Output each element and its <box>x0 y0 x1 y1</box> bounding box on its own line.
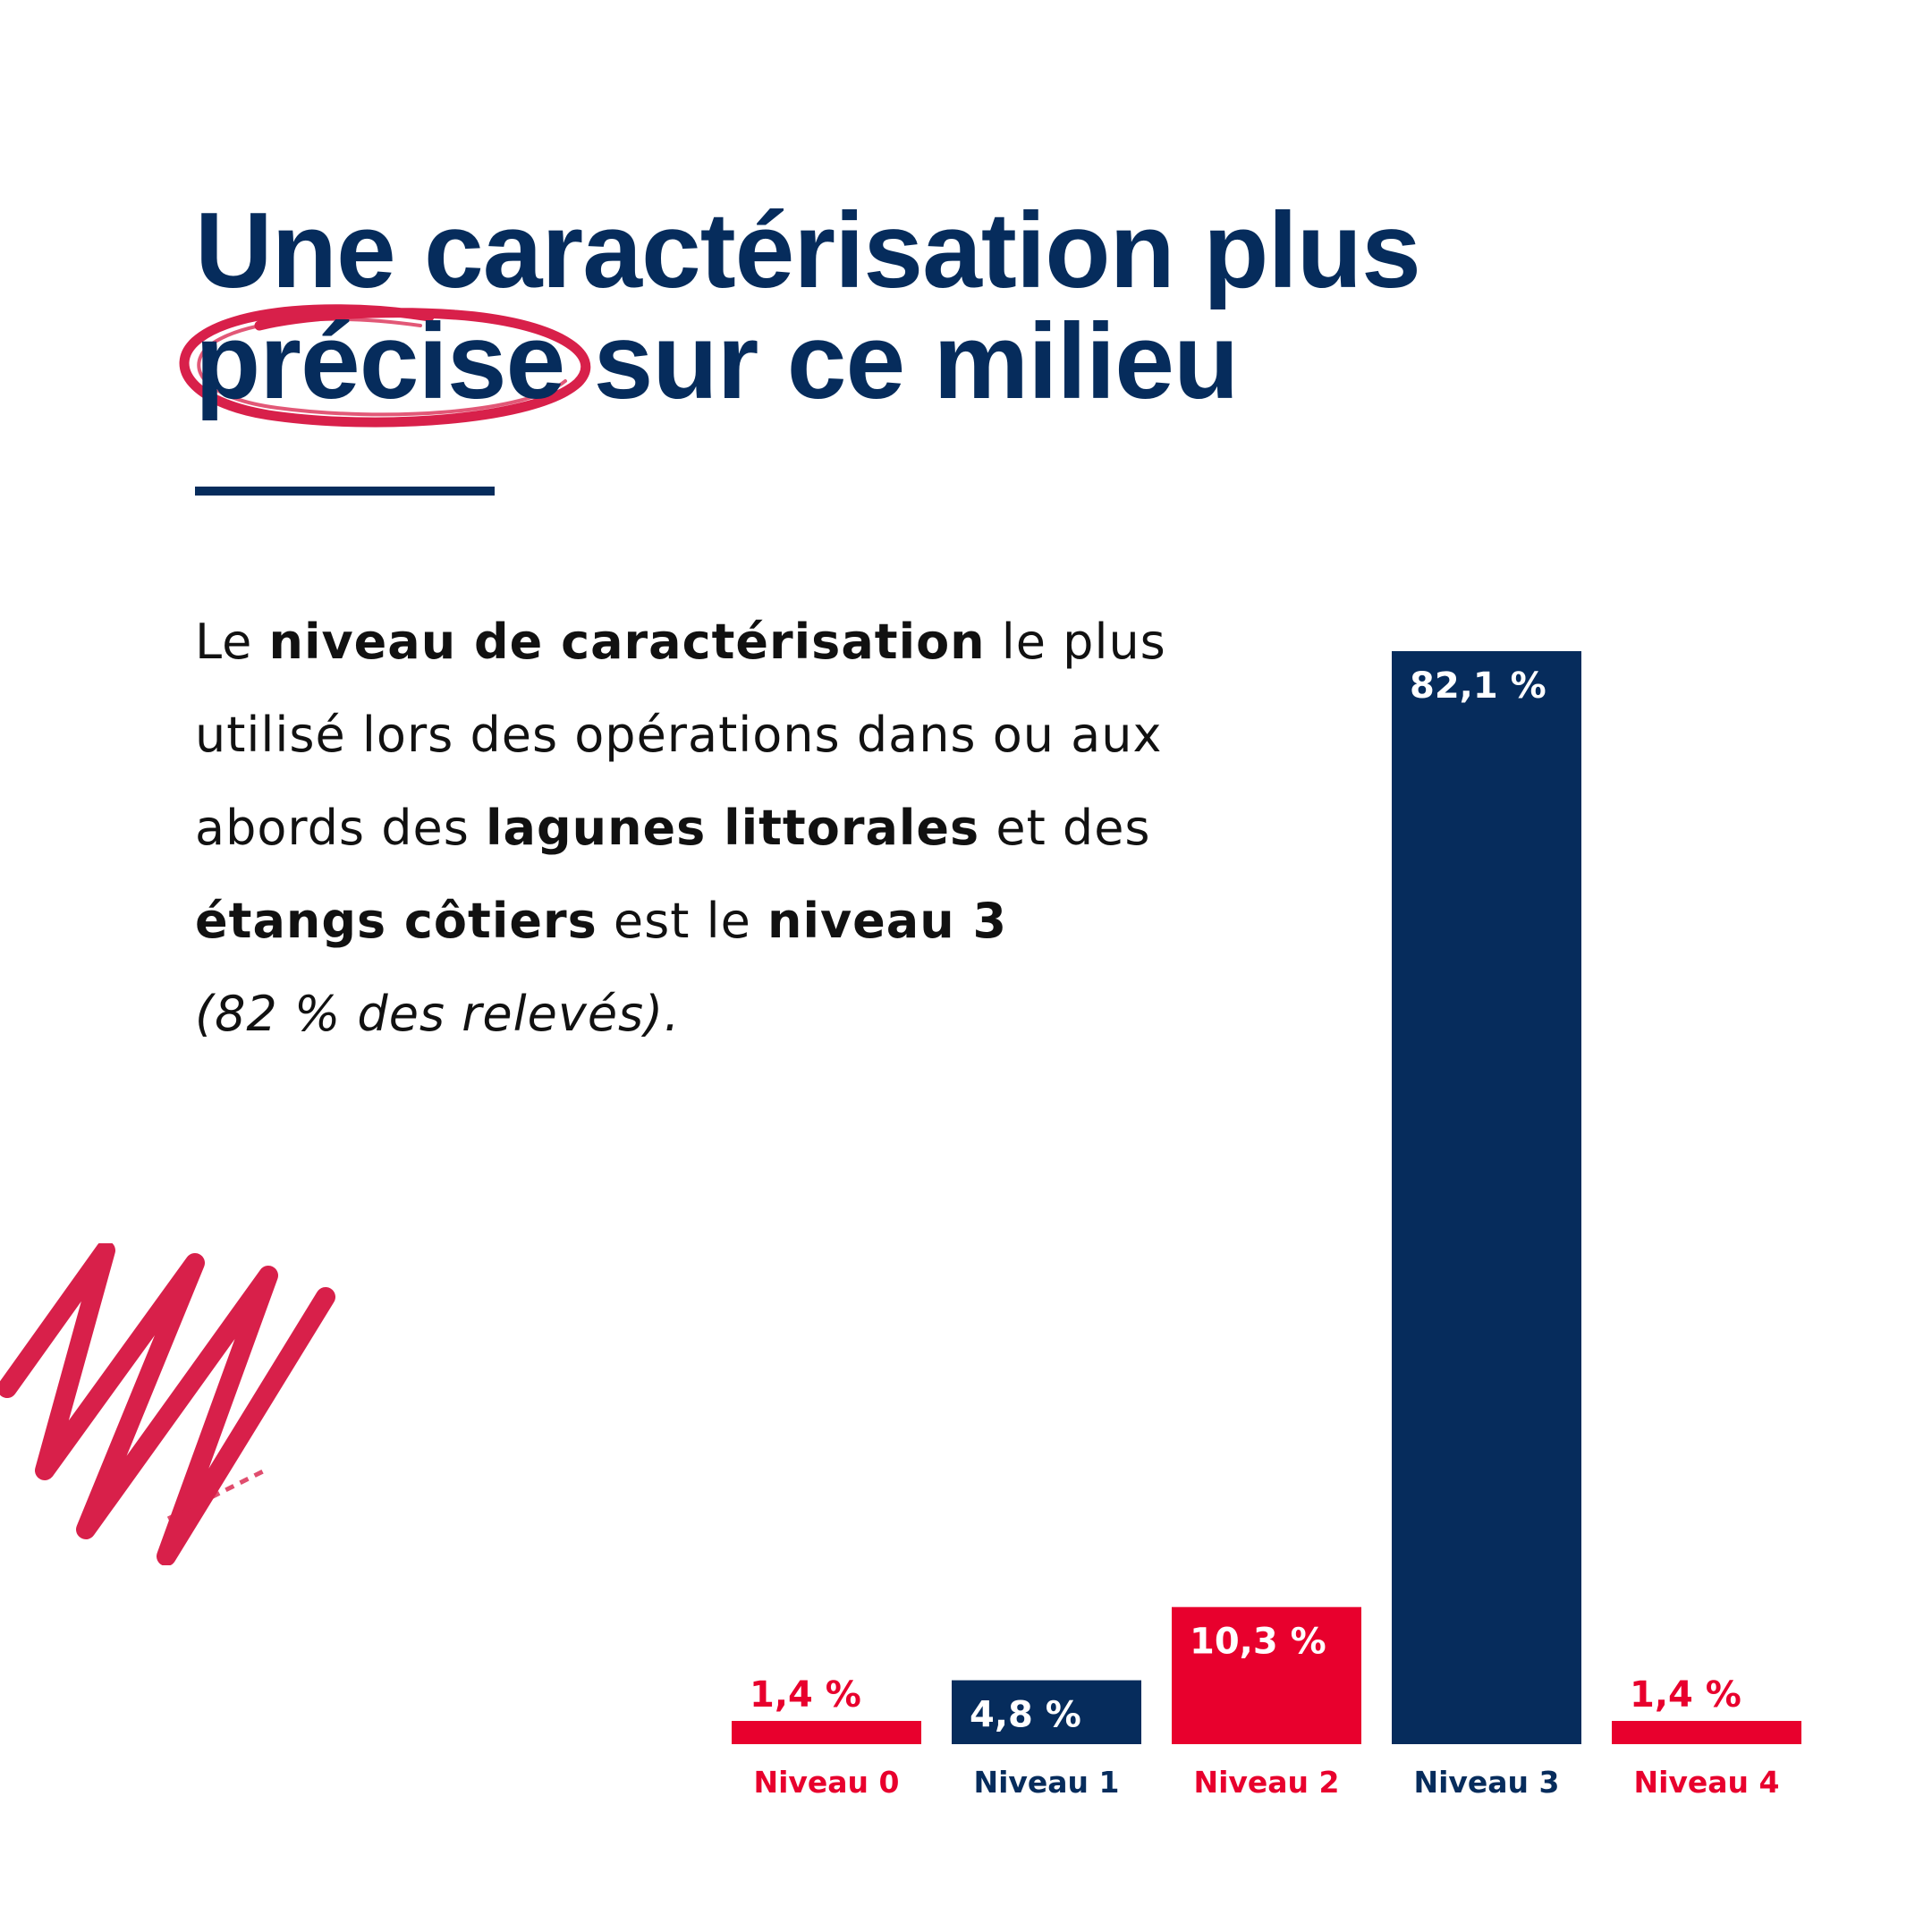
bar-niveau-3 <box>1392 651 1581 1744</box>
bar-niveau-2 <box>1172 1606 1361 1744</box>
value-label: 1,4 % <box>1630 1674 1741 1716</box>
bar-niveau-4 <box>1612 1721 1801 1744</box>
page-title: Une caractérisation plus précise sur ce … <box>179 195 1421 428</box>
decorative-scribble-icon <box>0 1243 335 1565</box>
value-label: 82,1 % <box>1410 665 1546 707</box>
title-line-2-rest: sur ce milieu <box>564 301 1240 421</box>
title-line-1: Une caractérisation plus <box>195 191 1421 310</box>
description-note: (82 % des relevés). <box>195 986 681 1042</box>
title-highlight-word: précise <box>195 301 565 421</box>
value-label: 1,4 % <box>750 1674 861 1716</box>
value-label: 10,3 % <box>1190 1622 1326 1663</box>
description-bold-4: niveau 3 <box>767 893 1008 949</box>
description-text-1: Le <box>195 614 269 670</box>
category-label: Niveau 1 <box>973 1765 1119 1800</box>
category-label: Niveau 0 <box>753 1765 899 1800</box>
category-label: Niveau 3 <box>1413 1765 1559 1800</box>
category-label: Niveau 4 <box>1633 1765 1779 1800</box>
description-bold-1: niveau de caractérisation <box>268 614 986 670</box>
bar-niveau-1 <box>952 1680 1141 1744</box>
description-text-2: le plus utilisé lors des opérations dans… <box>195 614 1166 856</box>
title-underline-divider <box>195 487 495 496</box>
description-bold-2: lagunes littorales <box>486 800 980 856</box>
description-paragraph: Le niveau de caractérisation le plus uti… <box>195 596 1268 1061</box>
description-text-4: est le <box>597 893 767 949</box>
title-highlight: précise <box>179 304 591 428</box>
category-label: Niveau 2 <box>1193 1765 1339 1800</box>
value-label: 4,8 % <box>970 1695 1081 1736</box>
description-bold-3: étangs côtiers <box>195 893 597 949</box>
bar-niveau-0 <box>732 1721 921 1744</box>
description-text-3: et des <box>979 800 1151 856</box>
